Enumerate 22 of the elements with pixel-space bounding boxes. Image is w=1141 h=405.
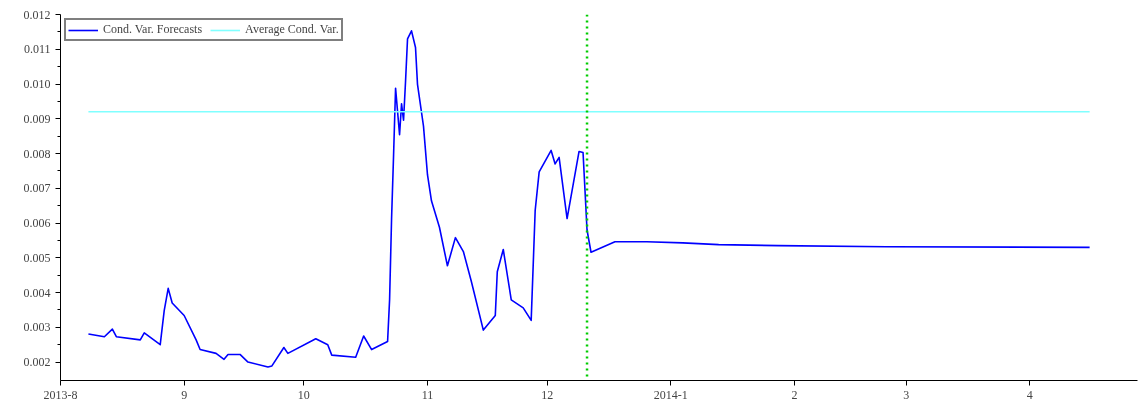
y-tick-label: 0.005: [23, 250, 51, 265]
x-tick-label: 9: [181, 387, 188, 402]
y-tick-label: 0.012: [23, 7, 51, 22]
y-tick-label: 0.006: [23, 216, 51, 231]
x-tick-label: 2: [791, 387, 798, 402]
x-tick-label: 11: [421, 387, 434, 402]
y-tick-label: 0.009: [23, 111, 51, 126]
y-tick-label: 0.003: [23, 320, 51, 335]
legend-label: Average Cond. Var.: [245, 22, 339, 37]
y-tick-label: 0.002: [23, 355, 51, 370]
x-tick-label: 2013-8: [43, 387, 78, 402]
y-tick-label: 0.011: [23, 42, 51, 57]
y-tick-label: 0.004: [23, 285, 51, 300]
x-tick-label: 10: [297, 387, 310, 402]
x-tick-label: 3: [903, 387, 910, 402]
y-tick-label: 0.007: [23, 181, 51, 196]
y-tick-label: 0.008: [23, 146, 51, 161]
legend-label: Cond. Var. Forecasts: [103, 22, 203, 37]
x-tick-label: 12: [541, 387, 554, 402]
x-tick-label: 4: [1026, 387, 1033, 402]
x-tick-label: 2014-1: [653, 387, 688, 402]
y-tick-label: 0.010: [23, 77, 51, 92]
